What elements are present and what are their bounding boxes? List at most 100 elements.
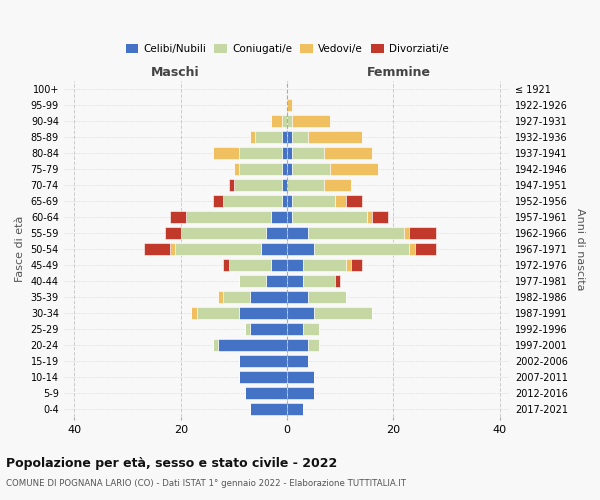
Text: COMUNE DI POGNANA LARIO (CO) - Dati ISTAT 1° gennaio 2022 - Elaborazione TUTTITA: COMUNE DI POGNANA LARIO (CO) - Dati ISTA… [6, 479, 406, 488]
Bar [223, 292, 250, 304]
Bar [346, 195, 362, 207]
Bar [212, 195, 223, 207]
Bar [292, 147, 325, 159]
Bar [308, 131, 362, 143]
Bar [292, 115, 329, 127]
Y-axis label: Fasce di età: Fasce di età [15, 216, 25, 282]
Bar [287, 244, 314, 256]
Bar [234, 163, 239, 175]
Bar [335, 276, 340, 287]
Bar [415, 244, 436, 256]
Bar [245, 324, 250, 336]
Bar [287, 308, 314, 320]
Text: Popolazione per età, sesso e stato civile - 2022: Popolazione per età, sesso e stato civil… [6, 458, 337, 470]
Bar [282, 147, 287, 159]
Bar [229, 179, 234, 191]
Bar [271, 212, 287, 224]
Bar [229, 260, 271, 272]
Bar [287, 260, 303, 272]
Bar [175, 244, 260, 256]
Bar [292, 163, 329, 175]
Bar [308, 340, 319, 351]
Bar [239, 276, 266, 287]
Bar [372, 212, 388, 224]
Bar [218, 340, 287, 351]
Bar [292, 212, 367, 224]
Bar [292, 131, 308, 143]
Bar [303, 260, 346, 272]
Bar [239, 163, 282, 175]
Bar [250, 292, 287, 304]
Bar [303, 276, 335, 287]
Bar [409, 244, 415, 256]
Bar [329, 163, 377, 175]
Bar [266, 228, 287, 239]
Bar [239, 372, 287, 384]
Bar [255, 131, 282, 143]
Bar [143, 244, 170, 256]
Bar [239, 147, 282, 159]
Bar [325, 147, 372, 159]
Bar [287, 179, 325, 191]
Bar [250, 404, 287, 415]
Bar [223, 260, 229, 272]
Bar [292, 195, 335, 207]
Bar [239, 356, 287, 368]
Bar [351, 260, 362, 272]
Text: Femmine: Femmine [367, 66, 431, 79]
Bar [346, 260, 351, 272]
Y-axis label: Anni di nascita: Anni di nascita [575, 208, 585, 290]
Bar [409, 228, 436, 239]
Bar [250, 324, 287, 336]
Bar [308, 292, 346, 304]
Bar [170, 244, 175, 256]
Bar [239, 308, 287, 320]
Bar [218, 292, 223, 304]
Bar [287, 388, 314, 400]
Bar [266, 276, 287, 287]
Bar [282, 115, 287, 127]
Bar [287, 340, 308, 351]
Bar [282, 195, 287, 207]
Bar [287, 292, 308, 304]
Bar [170, 212, 186, 224]
Bar [287, 212, 292, 224]
Bar [314, 244, 409, 256]
Bar [314, 308, 372, 320]
Bar [271, 260, 287, 272]
Bar [287, 115, 292, 127]
Bar [197, 308, 239, 320]
Bar [367, 212, 372, 224]
Bar [212, 147, 239, 159]
Bar [308, 228, 404, 239]
Bar [191, 308, 197, 320]
Bar [245, 388, 287, 400]
Bar [404, 228, 409, 239]
Bar [165, 228, 181, 239]
Bar [212, 340, 218, 351]
Bar [186, 212, 271, 224]
Bar [287, 372, 314, 384]
Bar [287, 404, 303, 415]
Bar [287, 228, 308, 239]
Bar [271, 115, 282, 127]
Bar [282, 131, 287, 143]
Bar [287, 131, 292, 143]
Bar [287, 324, 303, 336]
Bar [223, 195, 282, 207]
Bar [287, 99, 292, 111]
Bar [282, 163, 287, 175]
Bar [287, 195, 292, 207]
Bar [287, 356, 308, 368]
Bar [325, 179, 351, 191]
Bar [181, 228, 266, 239]
Bar [282, 179, 287, 191]
Bar [335, 195, 346, 207]
Bar [303, 324, 319, 336]
Bar [287, 147, 292, 159]
Text: Maschi: Maschi [151, 66, 200, 79]
Bar [287, 276, 303, 287]
Bar [287, 163, 292, 175]
Bar [260, 244, 287, 256]
Bar [250, 131, 255, 143]
